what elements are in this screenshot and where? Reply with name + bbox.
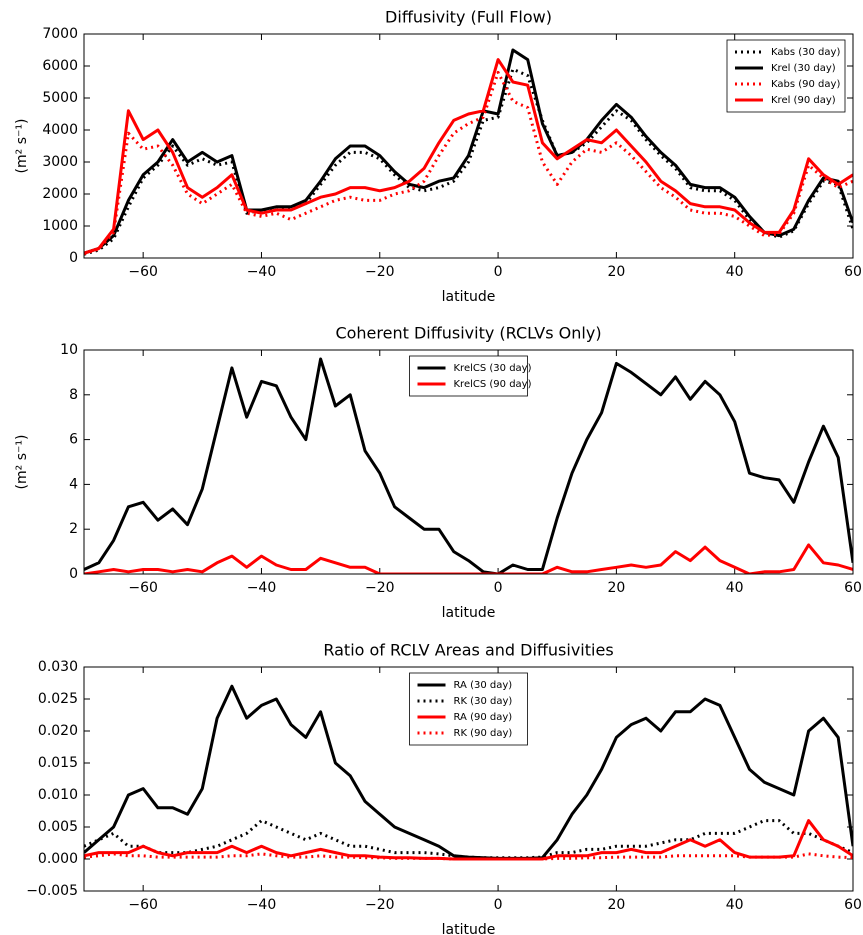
y-tick-label: 1000 [42, 218, 78, 234]
y-tick-label: 5000 [42, 90, 78, 106]
x-tick-label: −40 [247, 897, 277, 913]
x-tick-label: −20 [365, 580, 395, 596]
y-tick-label: −0.005 [26, 883, 78, 899]
plot-frame [83, 666, 854, 892]
y-tick-label: 10 [60, 342, 78, 358]
y-tick-label: 0.030 [38, 659, 78, 675]
y-tick-label: 0.005 [38, 819, 78, 835]
x-tick-label: 0 [494, 580, 503, 596]
x-tick-label: 0 [494, 897, 503, 913]
x-tick-label: −60 [128, 897, 158, 913]
legend-label: RK (30 day) [454, 696, 513, 707]
series-line [84, 67, 853, 256]
plot-frame [83, 349, 854, 575]
chart-title: Diffusivity (Full Flow) [385, 8, 552, 27]
y-axis-label: (m² s⁻¹) [14, 435, 30, 490]
legend-label: RA (90 day) [454, 712, 513, 723]
legend-box [409, 355, 528, 397]
series-line [84, 58, 853, 255]
y-tick-label: 4 [69, 476, 78, 492]
y-tick-label: 2000 [42, 186, 78, 202]
y-tick-label: 8 [69, 387, 78, 403]
y-tick-label: 7000 [42, 26, 78, 42]
y-tick-label: 6 [69, 432, 78, 448]
y-tick-label: 2 [69, 521, 78, 537]
x-tick-label: 40 [726, 264, 744, 280]
y-tick-label: 6000 [42, 58, 78, 74]
y-tick-label: 4000 [42, 122, 78, 138]
x-tick-label: 20 [607, 897, 625, 913]
x-axis-label: latitude [442, 605, 496, 621]
x-tick-label: 40 [726, 580, 744, 596]
y-tick-label: 0 [69, 566, 78, 582]
y-tick-label: 3000 [42, 154, 78, 170]
y-tick-label: 0 [69, 250, 78, 266]
series-line [84, 48, 853, 255]
series-line [84, 357, 853, 574]
plot-frame [83, 33, 854, 259]
y-tick-label: 0.000 [38, 851, 78, 867]
x-tick-label: 20 [607, 264, 625, 280]
legend-label: RK (90 day) [454, 728, 513, 739]
y-axis-label: (m² s⁻¹) [14, 119, 30, 174]
x-tick-label: 60 [844, 897, 862, 913]
series-line [84, 819, 853, 861]
chart-title: Coherent Diffusivity (RCLVs Only) [335, 324, 601, 343]
x-tick-label: 60 [844, 580, 862, 596]
x-axis-label: latitude [442, 289, 496, 305]
x-axis-label: latitude [442, 922, 496, 935]
x-tick-label: −20 [365, 897, 395, 913]
y-tick-label: 0.015 [38, 755, 78, 771]
legend-label: Krel (90 day) [771, 95, 836, 106]
legend-label: KrelCS (90 day) [454, 379, 532, 390]
x-tick-label: −60 [128, 580, 158, 596]
series-line [84, 684, 853, 860]
x-tick-label: −40 [247, 264, 277, 280]
legend-label: Kabs (90 day) [771, 79, 840, 90]
x-tick-label: 20 [607, 580, 625, 596]
x-tick-label: 0 [494, 264, 503, 280]
x-tick-label: −40 [247, 580, 277, 596]
y-tick-label: 0.025 [38, 691, 78, 707]
y-tick-label: 0.020 [38, 723, 78, 739]
legend-label: Krel (30 day) [771, 63, 836, 74]
x-tick-label: 60 [844, 264, 862, 280]
legend-label: KrelCS (30 day) [454, 363, 532, 374]
y-tick-label: 0.010 [38, 787, 78, 803]
series-line [84, 852, 853, 861]
x-tick-label: −20 [365, 264, 395, 280]
x-tick-label: 40 [726, 897, 744, 913]
chart-title: Ratio of RCLV Areas and Diffusivities [323, 641, 613, 660]
series-line [84, 543, 853, 574]
legend-label: Kabs (30 day) [771, 47, 840, 58]
legend-label: RA (30 day) [454, 680, 513, 691]
x-tick-label: −60 [128, 264, 158, 280]
